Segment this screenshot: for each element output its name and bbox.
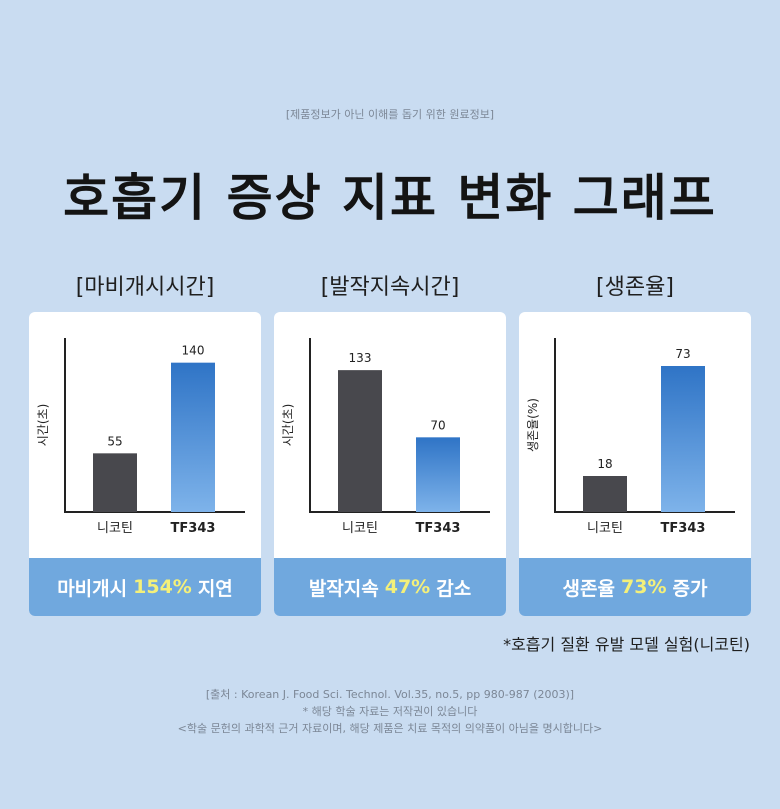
summary-suffix: 증가 bbox=[672, 577, 708, 600]
y-axis-label: 생존율(%) bbox=[526, 398, 540, 452]
panel-title-survival: [생존율] bbox=[596, 275, 674, 300]
page-title: 호흡기 증상 지표 변화 그래프 bbox=[63, 169, 717, 227]
category-label: 니코틴 bbox=[342, 521, 378, 536]
data-label: 18 bbox=[597, 457, 612, 471]
summary-prefix: 마비개시 bbox=[57, 577, 128, 600]
panel-title-onset: [마비개시시간] bbox=[75, 275, 215, 300]
data-label: 55 bbox=[107, 434, 122, 448]
summary-banner-seizure: 발작지속 47% 감소 bbox=[274, 558, 506, 616]
summary-prefix: 발작지속 bbox=[308, 577, 379, 600]
category-label: 니코틴 bbox=[97, 521, 133, 536]
y-axis-label: 시간(초) bbox=[281, 404, 295, 446]
bar-nicotine bbox=[93, 453, 137, 512]
copyright-notice: * 해당 학술 자료는 저작권이 있습니다 bbox=[302, 705, 478, 718]
summary-highlight: 154% bbox=[133, 576, 192, 598]
chart-card-onset: 시간(초) 55 니코틴 140 TF343 마비개시 154% 지연 bbox=[29, 312, 261, 616]
y-axis-label: 시간(초) bbox=[36, 404, 50, 446]
panel-title-seizure: [발작지속시간] bbox=[320, 275, 460, 300]
category-label: TF343 bbox=[416, 521, 461, 536]
summary-suffix: 지연 bbox=[197, 577, 233, 600]
bar-chart-onset: 시간(초) 55 니코틴 140 TF343 bbox=[36, 338, 245, 536]
bar-tf343 bbox=[661, 366, 705, 512]
bar-nicotine bbox=[338, 370, 382, 512]
bar-chart-seizure: 시간(초) 133 니코틴 70 TF343 bbox=[281, 338, 490, 536]
bar-chart-survival: 생존율(%) 18 니코틴 73 TF343 bbox=[526, 338, 735, 536]
summary-highlight: 47% bbox=[384, 576, 431, 598]
summary-suffix: 감소 bbox=[436, 577, 472, 600]
data-label: 70 bbox=[430, 418, 445, 432]
bar-tf343 bbox=[416, 437, 460, 512]
medical-disclaimer: <학술 문헌의 과학적 근거 자료이며, 해당 제품은 치료 목적의 의약품이 … bbox=[177, 722, 603, 735]
category-label: TF343 bbox=[661, 521, 706, 536]
data-label: 73 bbox=[675, 347, 690, 361]
category-label: 니코틴 bbox=[587, 521, 623, 536]
experiment-footnote: *호흡기 질환 유발 모델 실험(니코틴) bbox=[503, 635, 750, 654]
source-citation: [출처 : Korean J. Food Sci. Technol. Vol.3… bbox=[205, 688, 575, 701]
data-label: 133 bbox=[349, 351, 372, 365]
source-block: [출처 : Korean J. Food Sci. Technol. Vol.3… bbox=[0, 686, 780, 737]
disclaimer-top: [제품정보가 아닌 이해를 돕기 위한 원료정보] bbox=[285, 108, 495, 121]
summary-banner-survival: 생존율 73% 증가 bbox=[519, 558, 751, 616]
bar-tf343 bbox=[171, 362, 215, 512]
summary-prefix: 생존율 bbox=[562, 577, 615, 600]
data-label: 140 bbox=[182, 344, 205, 358]
category-label: TF343 bbox=[171, 521, 216, 536]
chart-card-survival: 생존율(%) 18 니코틴 73 TF343 생존율 73% 증가 bbox=[519, 312, 751, 616]
chart-card-seizure: 시간(초) 133 니코틴 70 TF343 발작지속 47% 감소 bbox=[274, 312, 506, 616]
bar-nicotine bbox=[583, 476, 627, 512]
summary-banner-onset: 마비개시 154% 지연 bbox=[29, 558, 261, 616]
summary-highlight: 73% bbox=[621, 576, 667, 598]
